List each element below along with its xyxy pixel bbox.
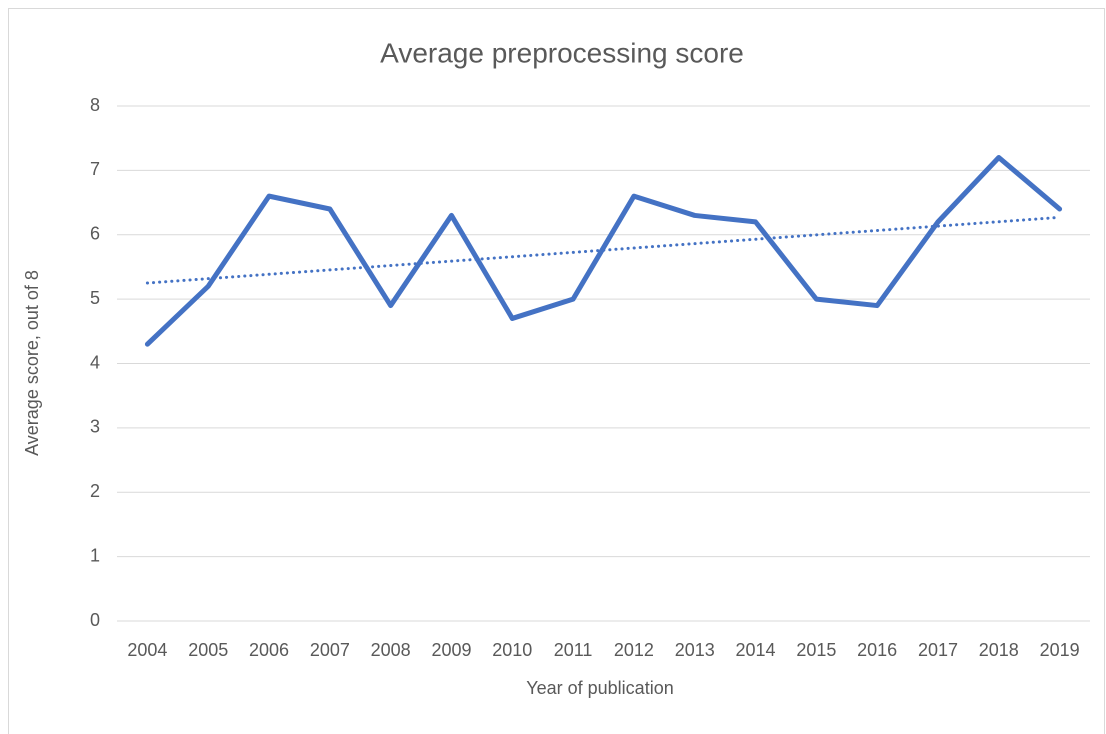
- x-tick-label: 2010: [492, 640, 532, 660]
- x-tick-label: 2012: [614, 640, 654, 660]
- x-tick-label: 2011: [554, 640, 593, 660]
- x-tick-label: 2014: [736, 640, 776, 660]
- y-tick-label: 2: [90, 481, 100, 501]
- x-tick-label: 2007: [310, 640, 350, 660]
- x-tick-label: 2004: [127, 640, 167, 660]
- chart-border: [8, 8, 1105, 734]
- y-tick-label: 5: [90, 288, 100, 308]
- y-tick-label: 0: [90, 610, 100, 630]
- x-tick-label: 2006: [249, 640, 289, 660]
- y-tick-label: 8: [90, 95, 100, 115]
- chart-title: Average preprocessing score: [380, 37, 744, 68]
- y-tick-label: 3: [90, 417, 100, 437]
- y-tick-label: 4: [90, 352, 100, 372]
- x-tick-label: 2008: [371, 640, 411, 660]
- data-line: [144, 155, 1063, 347]
- x-tick-label: 2017: [918, 640, 958, 660]
- y-axis-title: Average score, out of 8: [22, 270, 42, 456]
- x-tick-label: 2009: [431, 640, 471, 660]
- y-tick-label: 1: [90, 545, 100, 565]
- y-tick-label: 6: [90, 224, 100, 244]
- x-tick-label: 2019: [1040, 640, 1080, 660]
- y-tick-label: 7: [90, 159, 100, 179]
- x-axis-title: Year of publication: [526, 678, 673, 698]
- x-tick-label: 2018: [979, 640, 1019, 660]
- x-tick-label: 2005: [188, 640, 228, 660]
- x-tick-label: 2016: [857, 640, 897, 660]
- x-tick-label: 2015: [796, 640, 836, 660]
- x-tick-label: 2013: [675, 640, 715, 660]
